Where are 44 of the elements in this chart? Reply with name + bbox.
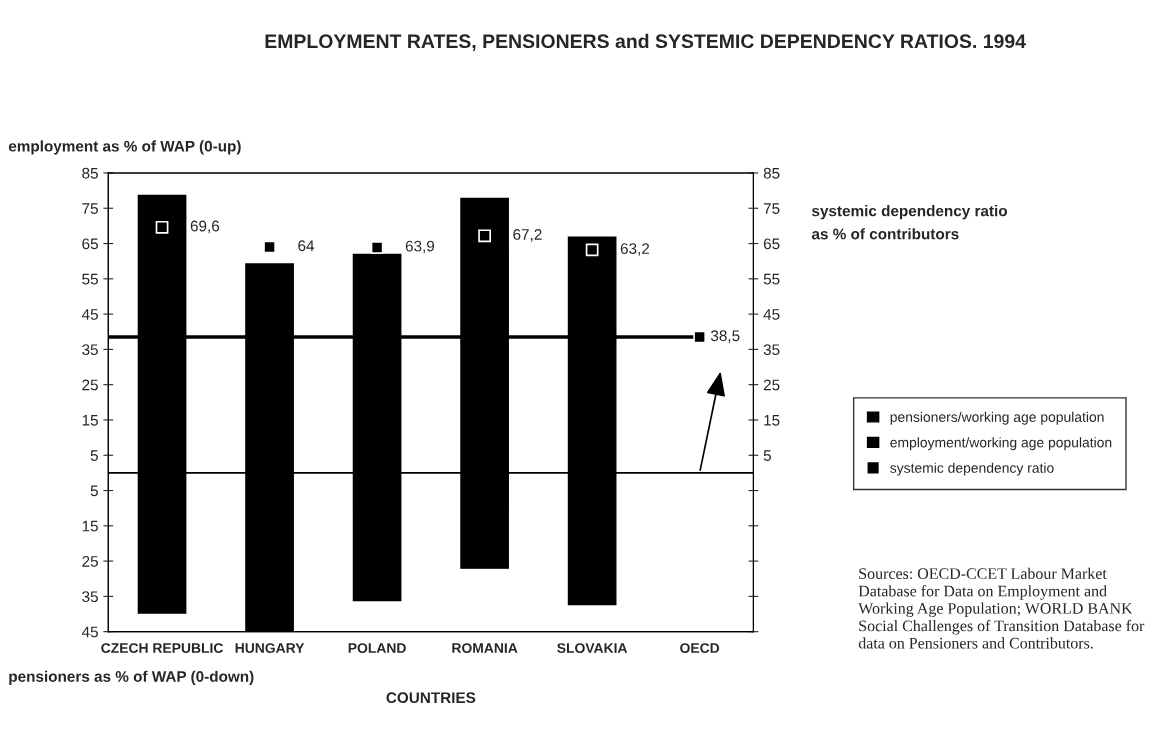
x-tick-label: OECD	[680, 643, 720, 653]
y2-tick-label: 55	[763, 273, 780, 285]
text: pensioners as % of WAP (0-down)	[9, 670, 254, 685]
y-tick-label: 65	[82, 238, 98, 250]
x-tick-label: HUNGARY	[235, 643, 305, 653]
data-label: 64	[298, 240, 315, 252]
y2-tick-label: 5	[763, 450, 771, 461]
x-tick-label: ROMANIA	[452, 643, 518, 653]
y-tick-label: 25	[82, 555, 98, 567]
y2-tick-label: 65	[763, 238, 780, 250]
y-tick-label: 15	[82, 520, 98, 532]
x-tick-label: SLOVAKIA	[557, 643, 628, 653]
legend-label: pensioners/working age population	[890, 411, 1104, 425]
y-tick-label: 35	[82, 591, 98, 603]
y2-axis-title: systemic dependency ratio as % of contributors	[811, 205, 1008, 240]
y-axis-title: employment as % of WAP (0-up)	[8, 140, 241, 155]
y-tick-label: 75	[82, 203, 98, 214]
data-label: 38,5	[710, 330, 740, 343]
chart-title: EMPLOYMENT RATES, PENSIONERS and SYSTEMIC DEPENDENCY RATIOS. 1994	[265, 33, 1026, 51]
y-tick-label: 5	[90, 485, 98, 497]
y-tick-label: 35	[82, 344, 98, 356]
x-tick-label: POLAND	[348, 643, 406, 653]
legend-label: employment/working age population	[890, 437, 1112, 451]
y-tick-label: 25	[82, 379, 98, 391]
y-tick-label: 15	[82, 414, 98, 426]
y-tick-label: 85	[82, 167, 98, 179]
data-label: 63,9	[405, 240, 435, 254]
legend-label: systemic dependency ratio	[890, 462, 1054, 476]
y2-tick-label: 85	[763, 167, 780, 179]
y2-tick-label: 35	[763, 344, 780, 356]
source-note: Sources: OECD-CCET Labour Market Database for Data on Employment and Working Age Population; WORLD BANK Social Challenges of Transition Database for data on Pensioners and Contributors.	[858, 567, 1145, 649]
data-label: 67,2	[513, 229, 542, 242]
data-label: 69,6	[190, 220, 220, 234]
x-axis-title: COUNTRIES	[386, 692, 476, 704]
data-label: 63,2	[620, 243, 650, 256]
y2-tick-label: 45	[763, 309, 780, 320]
y-tick-label: 45	[81, 309, 98, 320]
y-tick-label: 45	[81, 626, 98, 638]
y2-tick-label: 75	[763, 203, 780, 214]
y-tick-label: 55	[82, 273, 98, 285]
y-tick-label: 5	[90, 450, 98, 461]
x-tick-label: CZECH REPUBLIC	[101, 643, 224, 653]
y2-tick-label: 15	[764, 414, 780, 426]
y2-tick-label: 25	[763, 379, 780, 391]
